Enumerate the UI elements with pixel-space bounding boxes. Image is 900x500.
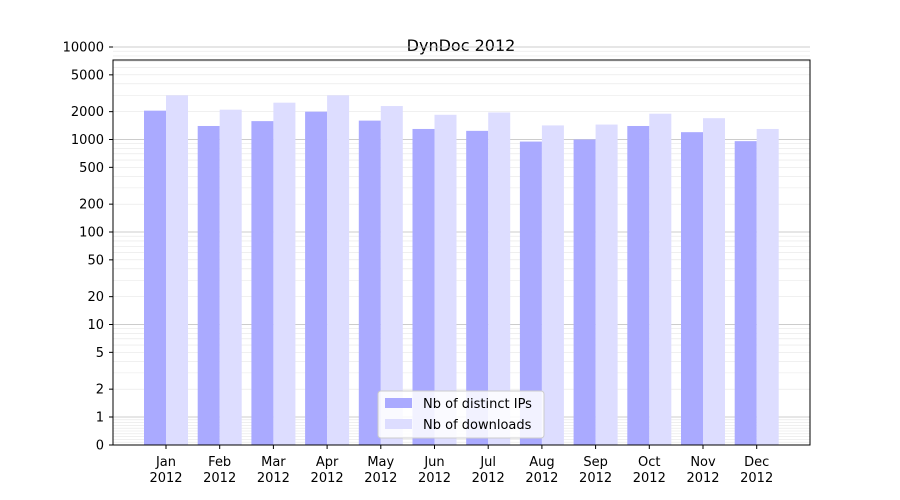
bar-downloads: [703, 118, 725, 445]
bar-downloads: [166, 95, 188, 446]
x-tick-label-month: Apr: [316, 455, 339, 470]
y-tick-label: 5: [96, 346, 104, 361]
x-tick-label-month: Jul: [479, 455, 496, 470]
bar-distinct-ips: [519, 141, 542, 446]
x-tick-label-year: 2012: [418, 471, 451, 486]
legend-swatch-distinct-ips: [385, 398, 412, 408]
legend-swatch-downloads: [385, 419, 412, 429]
x-tick-label-month: Jun: [423, 455, 444, 470]
x-tick-label-month: Sep: [583, 455, 608, 470]
x-tick-label-month: Jan: [155, 455, 176, 470]
y-tick-label: 0: [96, 439, 104, 454]
legend-label-downloads: Nb of downloads: [423, 418, 532, 433]
x-tick-label-year: 2012: [740, 471, 773, 486]
x-tick-label-year: 2012: [525, 471, 558, 486]
bar-distinct-ips: [197, 125, 220, 445]
y-tick-label: 500: [79, 161, 104, 176]
bar-downloads: [595, 124, 618, 446]
bar-downloads: [219, 109, 242, 446]
bar-distinct-ips: [305, 111, 328, 445]
x-tick-label-year: 2012: [149, 471, 182, 486]
y-tick-label: 5000: [71, 68, 104, 83]
y-tick-label: 20: [87, 290, 104, 305]
y-tick-label: 1000: [71, 133, 104, 148]
bar-downloads: [380, 106, 403, 446]
bars: [144, 95, 779, 446]
y-axis: 0 1 2 5 10 20 50 100 200 500 1000 2000 5000 10000: [63, 41, 113, 454]
plot-frame: [112, 59, 811, 446]
y-tick-label: 200: [79, 198, 104, 213]
legend-box: [377, 390, 545, 439]
chart-title: DynDoc 2012: [407, 36, 516, 55]
x-tick-label-month: Nov: [690, 455, 716, 470]
bar-downloads: [273, 102, 296, 445]
legend: Nb of distinct IPs Nb of downloads: [377, 390, 545, 439]
bar-downloads: [327, 95, 350, 446]
bar-distinct-ips: [627, 125, 650, 445]
y-tick-label: 1: [96, 411, 104, 426]
y-tick-label: 100: [79, 226, 104, 241]
bar-distinct-ips: [681, 132, 703, 446]
bar-downloads: [649, 113, 672, 445]
y-tick-label: 10000: [63, 41, 104, 56]
x-tick-label-year: 2012: [633, 471, 666, 486]
bar-distinct-ips: [573, 139, 596, 445]
bar-distinct-ips: [734, 141, 757, 446]
x-tick-label-year: 2012: [472, 471, 505, 486]
bar-distinct-ips: [251, 121, 274, 446]
y-tick-label: 50: [87, 253, 104, 268]
y-tick-label: 10: [87, 318, 104, 333]
bar-downloads: [434, 114, 457, 445]
x-tick-label-year: 2012: [364, 471, 397, 486]
x-tick-label-month: Feb: [208, 455, 231, 470]
x-tick-label-month: Dec: [744, 455, 769, 470]
bar-distinct-ips: [144, 110, 166, 445]
x-tick-label-month: Oct: [638, 455, 660, 470]
y-tick-label: 2: [96, 383, 104, 398]
bar-distinct-ips: [412, 128, 435, 445]
x-tick-label-month: May: [367, 455, 394, 470]
x-tick-label-year: 2012: [203, 471, 236, 486]
x-tick-label-year: 2012: [257, 471, 290, 486]
x-tick-label-year: 2012: [686, 471, 719, 486]
bar-distinct-ips: [358, 120, 381, 446]
bar-downloads: [756, 128, 779, 445]
x-tick-label-month: Aug: [529, 455, 554, 470]
x-tick-label-year: 2012: [311, 471, 344, 486]
legend-label-distinct-ips: Nb of distinct IPs: [423, 397, 532, 412]
x-tick-label-year: 2012: [579, 471, 612, 486]
bar-downloads: [541, 125, 564, 445]
bar-downloads: [488, 112, 511, 446]
y-tick-label: 2000: [71, 105, 104, 120]
x-tick-label-month: Mar: [261, 455, 286, 470]
bar-distinct-ips: [466, 130, 489, 445]
x-axis: Jan2012Feb2012Mar2012Apr2012May2012Jun20…: [149, 445, 773, 486]
